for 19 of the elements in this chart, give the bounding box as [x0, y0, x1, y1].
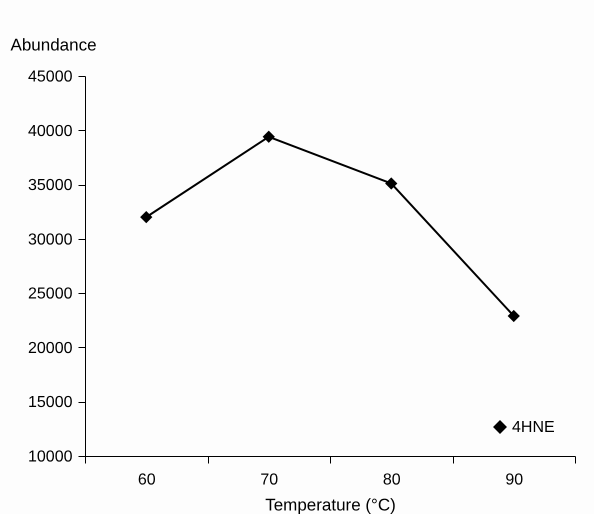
x-tick-label: 80	[382, 472, 401, 488]
point	[140, 211, 152, 224]
y-tick-label: 20000	[28, 340, 73, 357]
y-tick-label: 15000	[28, 394, 73, 412]
y-tick-label: 45000	[28, 68, 73, 86]
x-axis-title: Temperature (°C)	[265, 496, 396, 514]
legend-label: 4HNE	[512, 419, 555, 436]
y-tick-label: 40000	[28, 122, 73, 140]
y-tick-label: 25000	[28, 286, 73, 303]
point	[262, 130, 275, 143]
y-tick-label: 35000	[28, 177, 73, 194]
x-tick-label: 70	[260, 472, 278, 488]
y-axis-title: Abundance	[10, 36, 97, 54]
x-tick-label: 60	[138, 472, 156, 488]
x-tick-label: 90	[505, 472, 524, 488]
point	[385, 177, 398, 190]
y-tick-label: 30000	[28, 231, 73, 248]
point	[508, 310, 520, 322]
y-tick-label: 10000	[28, 448, 73, 466]
